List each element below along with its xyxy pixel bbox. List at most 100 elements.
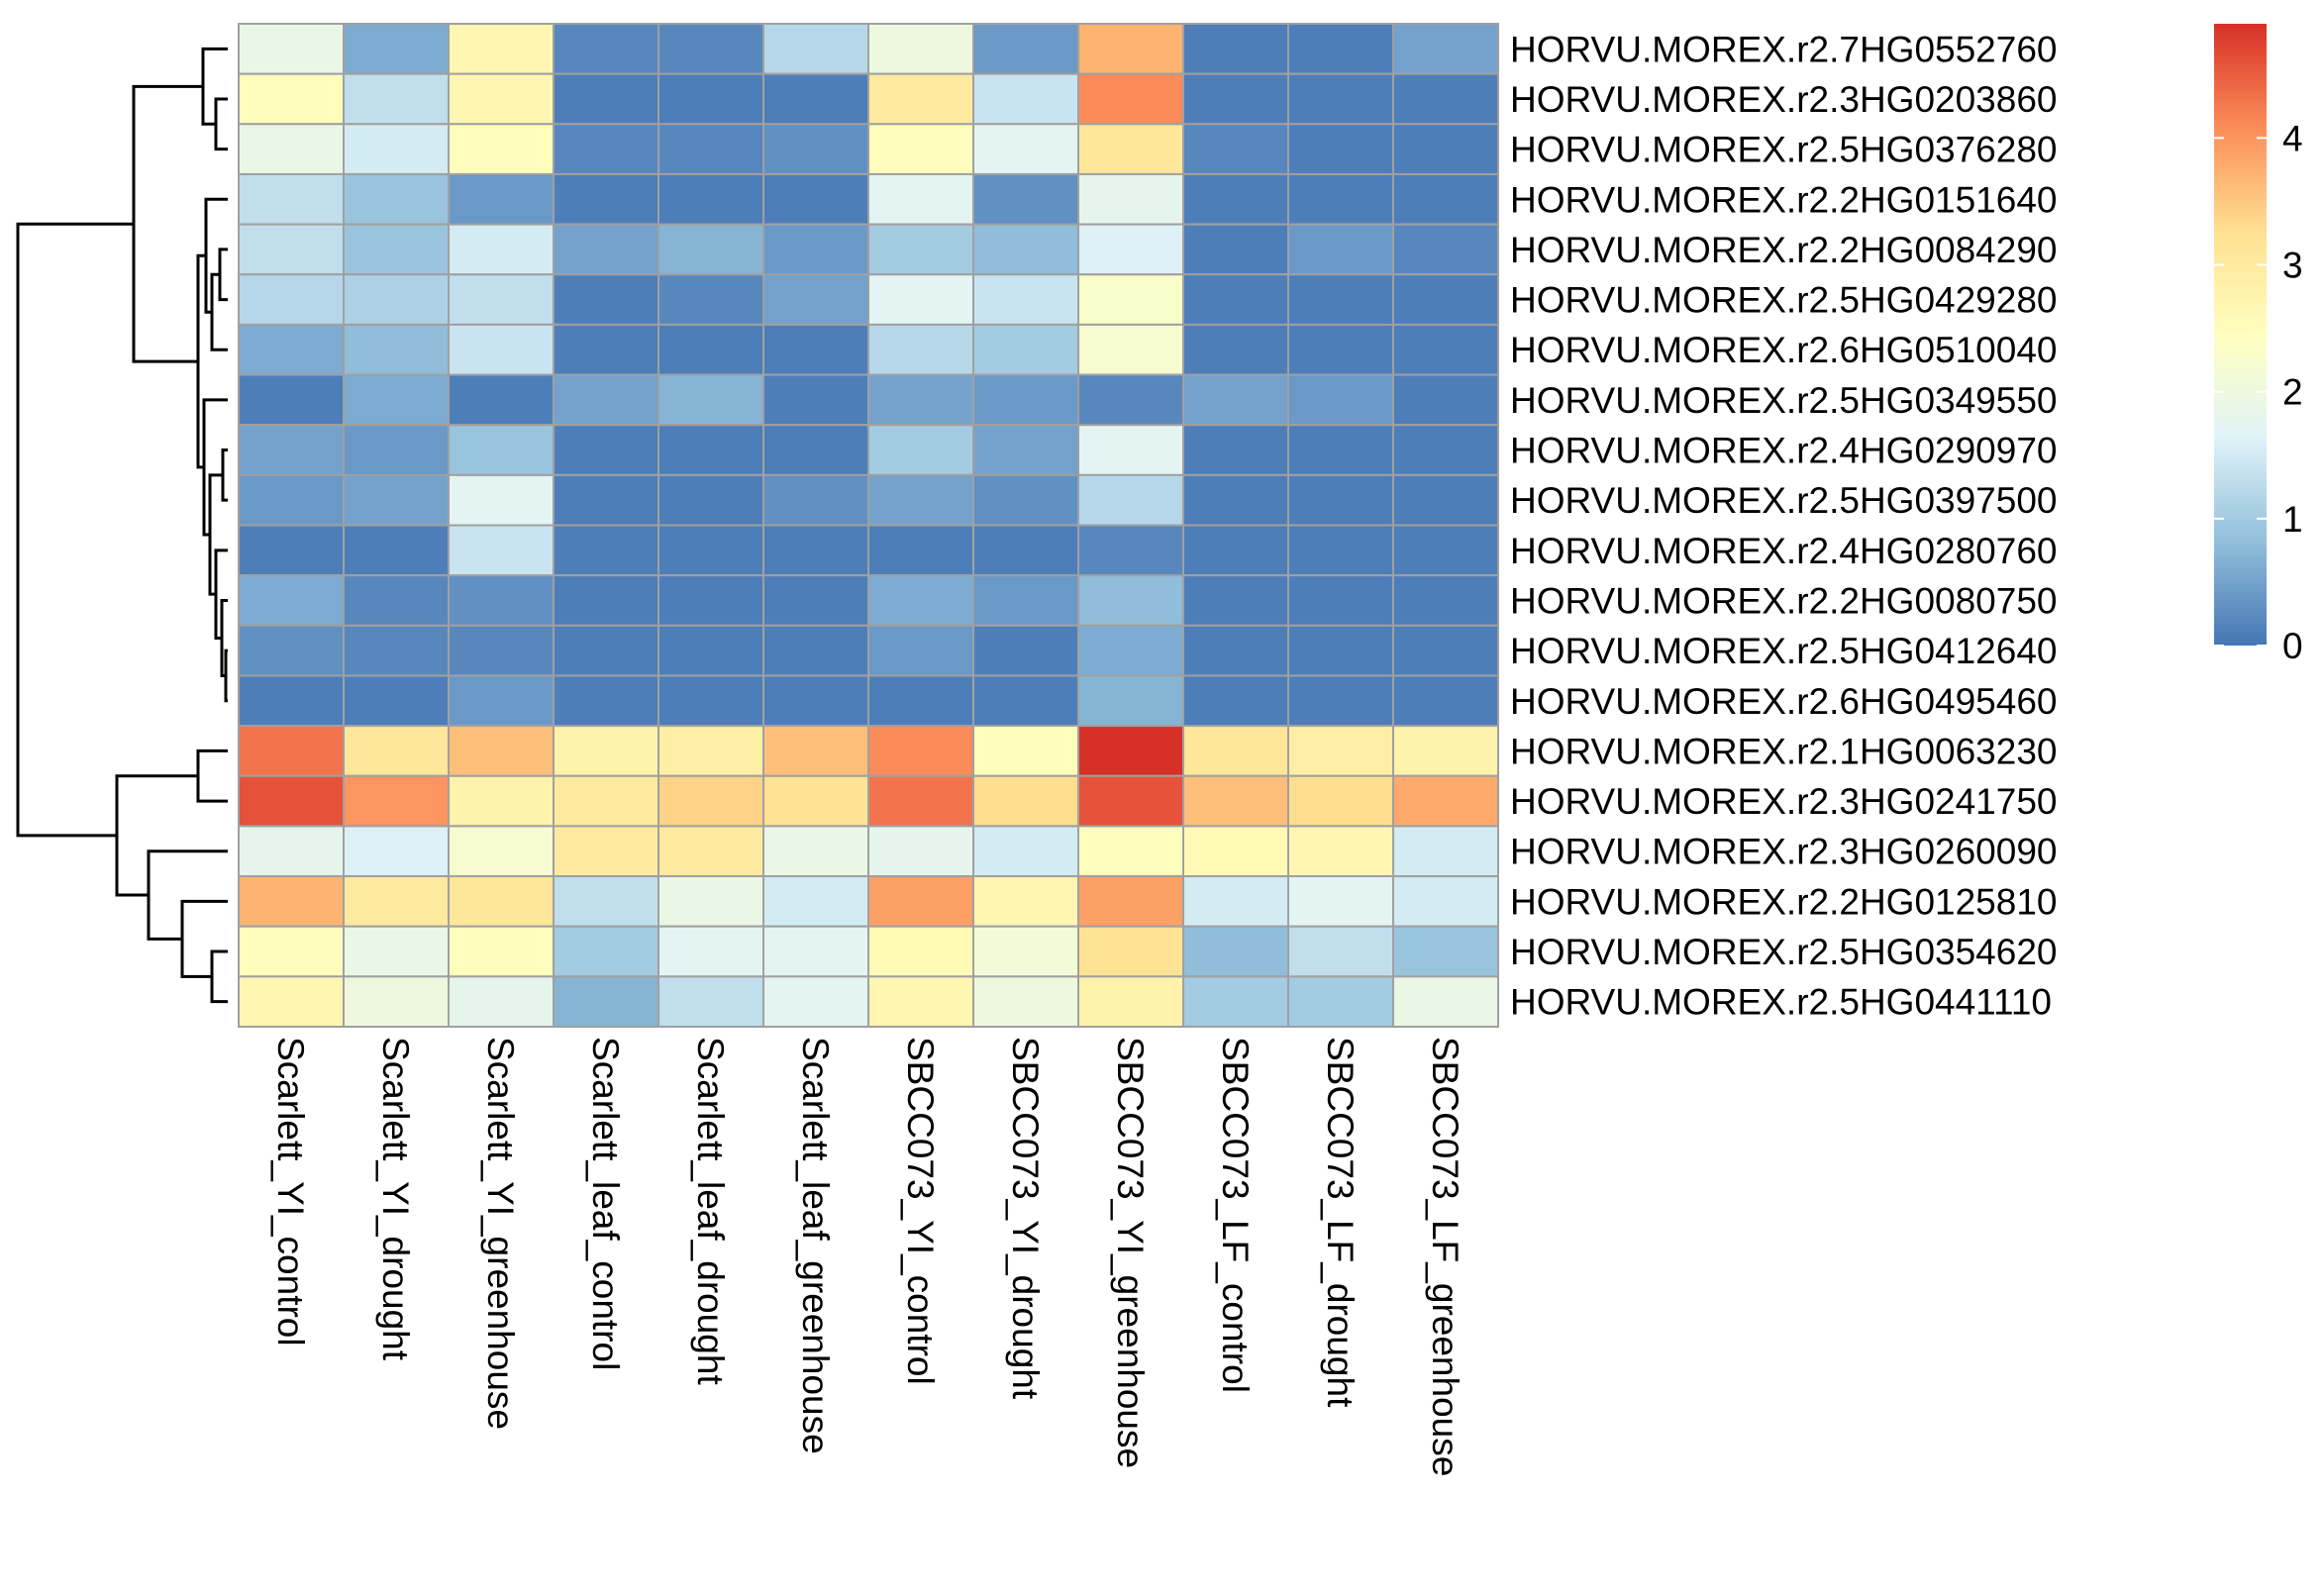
- heatmap-cell: [1077, 975, 1184, 1028]
- heatmap-cell: [553, 524, 659, 577]
- row-label: HORVU.MOREX.r2.3HG0260090: [1510, 832, 2058, 872]
- heatmap-cell: [1077, 323, 1184, 376]
- heatmap-cell: [1392, 925, 1499, 978]
- heatmap-cell: [553, 373, 659, 427]
- heatmap-cell: [1392, 72, 1499, 126]
- heatmap-cell: [1182, 23, 1289, 75]
- heatmap-cell: [238, 123, 345, 175]
- heatmap-cell: [867, 624, 974, 677]
- heatmap-cell: [1392, 273, 1499, 326]
- heatmap-cell: [1182, 725, 1289, 777]
- heatmap-cell: [343, 624, 450, 677]
- heatmap-cell: [657, 574, 764, 627]
- heatmap-cell: [1077, 72, 1184, 126]
- heatmap-cell: [1392, 674, 1499, 728]
- heatmap-cell: [1287, 273, 1394, 326]
- heatmap-cell: [238, 825, 345, 878]
- column-label: SBCC073_YI_drought: [1005, 1037, 1046, 1400]
- heatmap-cell: [972, 273, 1079, 326]
- heatmap-cell: [343, 524, 450, 577]
- heatmap-cell: [867, 574, 974, 627]
- heatmap-cell: [657, 925, 764, 978]
- heatmap-cell: [972, 574, 1079, 627]
- row-labels: HORVU.MOREX.r2.7HG0552760 HORVU.MOREX.r2.…: [1510, 29, 2058, 1022]
- heatmap-cell: [1392, 825, 1499, 878]
- legend-ticks: 0 1 2 3 4: [2214, 118, 2303, 666]
- heatmap-cell: [1182, 925, 1289, 978]
- heatmap-cell: [1077, 473, 1184, 527]
- row-label: HORVU.MOREX.r2.6HG0495460: [1510, 681, 2058, 722]
- column-label: SBCC073_YI_control: [900, 1037, 941, 1385]
- heatmap-cell: [448, 725, 555, 777]
- legend-tick-label: 4: [2282, 118, 2303, 158]
- heatmap-cell: [448, 172, 555, 226]
- heatmap-cell: [238, 774, 345, 828]
- heatmap-cell: [867, 323, 974, 376]
- heatmap-cell: [1077, 23, 1184, 75]
- dendrogram-branch: [147, 849, 228, 941]
- dendrogram-branch: [196, 748, 228, 803]
- heatmap-cell: [553, 273, 659, 326]
- heatmap-cell: [448, 624, 555, 677]
- row-label: HORVU.MOREX.r2.6HG0510040: [1510, 330, 2058, 370]
- heatmap-cell: [553, 975, 659, 1028]
- heatmap-cell: [657, 875, 764, 928]
- heatmap-cell: [343, 273, 450, 326]
- heatmap-cell: [553, 473, 659, 527]
- heatmap-cell: [762, 774, 869, 828]
- heatmap-cell: [238, 72, 345, 126]
- dendrogram-branch: [214, 97, 228, 151]
- heatmap-cell: [1077, 624, 1184, 677]
- heatmap-cell: [448, 273, 555, 326]
- row-label: HORVU.MOREX.r2.5HG0349550: [1510, 380, 2058, 421]
- row-label: HORVU.MOREX.r2.4HG0290970: [1510, 431, 2058, 471]
- heatmap-cell: [867, 123, 974, 175]
- color-legend: 0 1 2 3 4: [2214, 24, 2303, 666]
- heatmap-cell: [657, 373, 764, 427]
- heatmap-cell: [867, 725, 974, 777]
- heatmap-cell: [1392, 424, 1499, 476]
- heatmap-cell: [448, 424, 555, 476]
- row-label: HORVU.MOREX.r2.5HG0397500: [1510, 480, 2058, 521]
- heatmap-cell: [1287, 574, 1394, 627]
- heatmap-cell: [867, 424, 974, 476]
- row-label: HORVU.MOREX.r2.4HG0280760: [1510, 531, 2058, 571]
- heatmap-cell: [972, 975, 1079, 1028]
- dendrogram-branch: [224, 648, 228, 703]
- heatmap-cell: [1287, 925, 1394, 978]
- heatmap-cell: [1182, 323, 1289, 376]
- heatmap-cell: [972, 424, 1079, 476]
- column-label: Scarlett_leaf_drought: [690, 1037, 731, 1385]
- dendrogram-branch: [221, 449, 228, 502]
- heatmap-cell: [762, 323, 869, 376]
- heatmap-cell: [343, 473, 450, 527]
- heatmap-cell: [553, 574, 659, 627]
- heatmap-cell: [867, 23, 974, 75]
- heatmap-cell: [448, 574, 555, 627]
- heatmap-cell: [1392, 524, 1499, 577]
- heatmap-cell: [657, 172, 764, 226]
- heatmap-cell: [1182, 774, 1289, 828]
- heatmap-cell: [448, 223, 555, 276]
- dendrogram-branch: [115, 774, 198, 897]
- heatmap-cell: [867, 273, 974, 326]
- column-label: Scarlett_leaf_greenhouse: [795, 1037, 836, 1454]
- heatmap-cell: [553, 424, 659, 476]
- heatmap-cell: [553, 72, 659, 126]
- heatmap-cell: [657, 123, 764, 175]
- heatmap-cell: [1392, 223, 1499, 276]
- heatmap-cell: [448, 123, 555, 175]
- heatmap-cell: [1182, 172, 1289, 226]
- heatmap-cell: [1182, 524, 1289, 577]
- heatmap-cell: [1392, 23, 1499, 75]
- legend-tick-label: 1: [2282, 499, 2303, 540]
- column-label: SBCC073_LF_control: [1215, 1037, 1256, 1393]
- heatmap-cell: [238, 975, 345, 1028]
- heatmap-cell: [762, 524, 869, 577]
- heatmap-cell: [972, 774, 1079, 828]
- heatmap-cell: [343, 72, 450, 126]
- heatmap-cell: [762, 574, 869, 627]
- heatmap-cell: [1392, 975, 1499, 1028]
- heatmap-cell: [1077, 373, 1184, 427]
- heatmap-cell: [1287, 172, 1394, 226]
